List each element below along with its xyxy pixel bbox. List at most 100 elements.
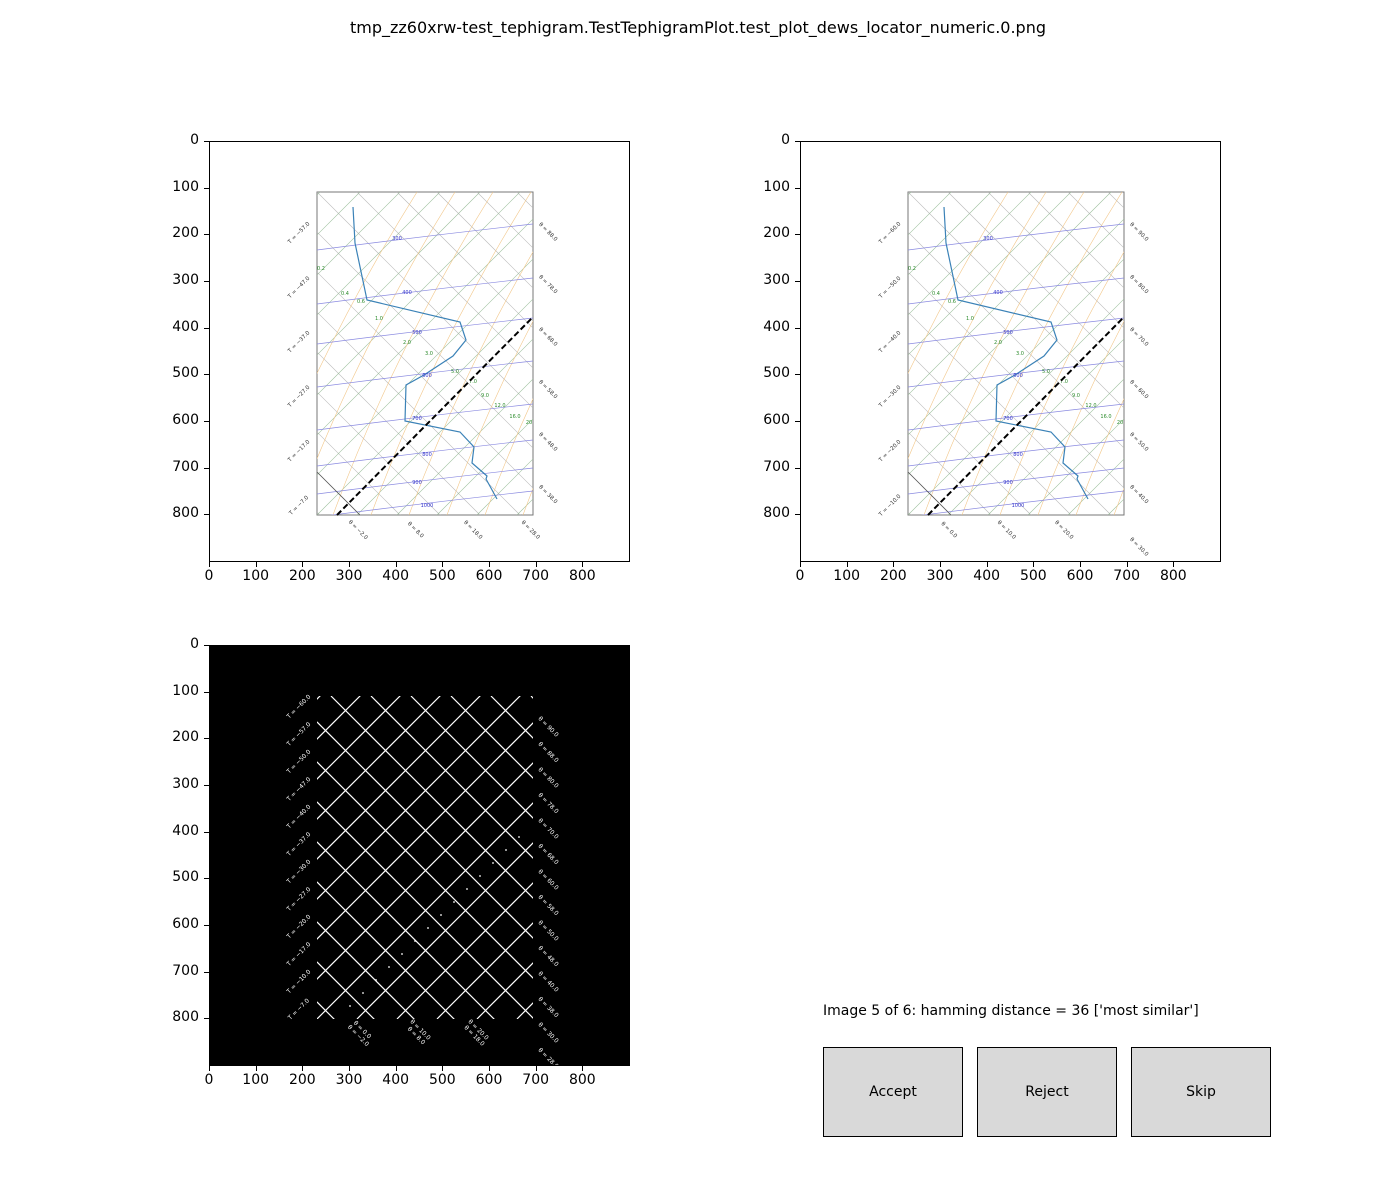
- x-tick-label: 0: [795, 568, 805, 584]
- isotherm-line: [597, 175, 629, 515]
- bottom-theta-label: θ = 28.0: [520, 520, 541, 541]
- y-tick-mark: [204, 1018, 209, 1020]
- x-tick-label: 500: [428, 568, 456, 584]
- x-tick-mark: [582, 1066, 584, 1071]
- theta-label: θ = 48.0: [537, 432, 558, 453]
- mixing-ratio-line: [317, 192, 456, 460]
- x-tick-label: 0: [204, 568, 214, 584]
- isotherm-label: T = −60.0: [285, 693, 313, 721]
- isotherm-label: T = −37.0: [285, 831, 313, 859]
- y-tick-mark: [795, 234, 800, 236]
- isotherm-label: T = −7.0: [286, 997, 311, 1022]
- isotherm-line: [317, 258, 533, 476]
- x-tick-mark: [255, 1066, 257, 1071]
- y-tick-label: 500: [172, 365, 199, 382]
- isotherm-line: [396, 378, 533, 515]
- difference-pixel-dot: [518, 836, 520, 838]
- difference-isotherm-line: [317, 696, 361, 740]
- x-tick-mark: [940, 562, 941, 567]
- mixing-ratio-label: 1.0: [966, 316, 974, 322]
- reject-button[interactable]: Reject: [977, 1047, 1117, 1137]
- x-tick-label: 800: [568, 568, 596, 584]
- theta-label: θ = 48.0: [536, 945, 559, 968]
- isobar-line: [908, 403, 1124, 431]
- isotherm-line: [1107, 498, 1124, 515]
- dry-adiabat-line: [317, 311, 521, 515]
- isotherm-line: [908, 298, 1124, 515]
- y-tick-label: 0: [781, 132, 790, 148]
- mixing-ratio-label: 7.0: [469, 379, 477, 385]
- x-tick-label: 800: [568, 1072, 596, 1088]
- accept-button[interactable]: Accept: [823, 1047, 963, 1137]
- theta-label: θ = 80.0: [1128, 274, 1149, 295]
- y-tick-label: 0: [190, 636, 199, 652]
- pressure-label: 600: [422, 373, 432, 379]
- isotherm-line: [947, 338, 1124, 515]
- dry-adiabat-line: [908, 311, 1112, 515]
- mixing-ratio-label: 7.0: [1060, 379, 1068, 385]
- isotherm-label: T = −7.0: [288, 495, 311, 518]
- mixing-ratio-label: 0.4: [932, 291, 940, 297]
- mixing-ratio-label: 3.0: [425, 351, 433, 357]
- x-tick-mark: [893, 562, 895, 567]
- difference-pixel-dot: [453, 901, 455, 903]
- mixing-ratio-line: [522, 487, 533, 515]
- isotherm-label: T = −50.0: [285, 748, 313, 776]
- x-tick-label: 400: [973, 568, 1001, 584]
- difference-isotherm-line: [317, 722, 533, 940]
- y-tick-label: 800: [172, 1009, 199, 1026]
- difference-pixel-dot: [388, 966, 390, 968]
- image-axes-frame: T = −60.0 T = −57.0 T = −50.0 T = −47.0 T = …: [209, 645, 630, 1066]
- theta-label: θ = 88.0: [537, 222, 558, 243]
- corner-guide-line: [907, 471, 952, 516]
- isotherm-line: [908, 192, 1072, 356]
- theta-label: θ = 60.0: [536, 868, 559, 891]
- x-tick-mark: [1033, 562, 1035, 567]
- y-tick-label: 500: [763, 365, 790, 382]
- x-tick-label: 300: [926, 568, 954, 584]
- difference-isotherm-line: [597, 679, 629, 1019]
- isotherm-label: T = −20.0: [285, 913, 313, 941]
- pressure-label: 900: [412, 480, 422, 486]
- y-tick-mark: [204, 971, 209, 973]
- y-tick-mark: [795, 327, 800, 329]
- pressure-label: 600: [1013, 373, 1023, 379]
- y-tick-label: 300: [763, 272, 790, 288]
- mixing-ratio-line: [561, 192, 629, 515]
- isotherm-line: [987, 378, 1124, 515]
- skip-button[interactable]: Skip: [1131, 1047, 1271, 1137]
- difference-pixel-dot: [401, 953, 403, 955]
- pressure-label: 900: [1003, 480, 1013, 486]
- y-tick-mark: [204, 421, 209, 422]
- y-tick-label: 400: [172, 822, 199, 839]
- dry-adiabat-line: [317, 192, 533, 409]
- x-tick-mark: [489, 1066, 490, 1071]
- mixing-ratio-line: [1113, 487, 1124, 515]
- tephigram-image: 300 400 500 600 700 800 900 1000 0.2 0.4 0.6 1.0 2.0…: [877, 191, 1150, 558]
- bottom-theta-label: θ = 20.0: [1053, 520, 1074, 541]
- mixing-ratio-label: 0.6: [948, 299, 956, 305]
- mixing-ratio-label: 3.0: [1016, 351, 1024, 357]
- x-tick-mark: [395, 562, 397, 567]
- image-axes-frame: 300 400 500 600 700 800 900 1000 0.2 0.4 0.6 1.0 2.0…: [800, 141, 1221, 562]
- mixing-ratio-label: 2.0: [403, 340, 411, 346]
- x-tick-label: 400: [382, 1072, 410, 1088]
- mixing-ratio-label: 9.0: [1072, 393, 1080, 399]
- isotherm-line: [516, 498, 533, 515]
- x-tick-mark: [395, 1066, 397, 1071]
- difference-adiabat-line: [571, 696, 629, 1036]
- tephigram-image: T = −60.0T = −57.0T = −50.0T = −47.0T = …: [285, 679, 629, 1065]
- isotherm-line: [557, 175, 629, 515]
- y-tick-mark: [204, 645, 209, 646]
- difference-isotherm-line: [396, 882, 533, 1019]
- x-tick-label: 0: [204, 1072, 214, 1088]
- dry-adiabat-line: [317, 431, 401, 515]
- x-tick-mark: [1080, 562, 1081, 567]
- isotherm-line: [1027, 418, 1124, 515]
- mixing-ratio-line: [446, 320, 533, 515]
- theta-label: θ = 50.0: [1128, 432, 1149, 453]
- y-tick-label: 0: [190, 132, 199, 148]
- mixing-ratio-line: [999, 251, 1124, 515]
- dry-adiabat-line: [1027, 192, 1124, 289]
- mixing-ratio-label: 12.0: [494, 403, 505, 409]
